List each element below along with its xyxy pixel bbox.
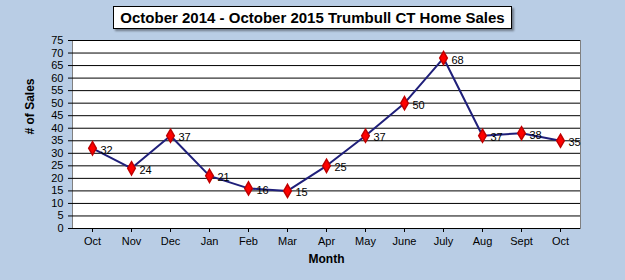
svg-text:June: June [393, 235, 417, 247]
svg-text:30: 30 [51, 147, 63, 159]
svg-text:38: 38 [530, 129, 542, 141]
svg-text:65: 65 [51, 59, 63, 71]
svg-text:60: 60 [51, 72, 63, 84]
svg-text:75: 75 [51, 34, 63, 46]
svg-text:Month: Month [309, 252, 345, 266]
svg-text:Mar: Mar [278, 235, 297, 247]
svg-text:37: 37 [179, 131, 191, 143]
svg-text:50: 50 [413, 99, 425, 111]
svg-text:Aug: Aug [473, 235, 493, 247]
svg-text:15: 15 [51, 184, 63, 196]
svg-text:68: 68 [452, 54, 464, 66]
svg-text:5: 5 [57, 209, 63, 221]
svg-text:Apr: Apr [318, 235, 335, 247]
svg-text:Nov: Nov [122, 235, 142, 247]
svg-text:Oct: Oct [552, 235, 569, 247]
svg-text:0: 0 [57, 222, 63, 234]
svg-text:20: 20 [51, 172, 63, 184]
svg-text:Oct: Oct [84, 235, 101, 247]
svg-text:24: 24 [140, 164, 152, 176]
svg-text:50: 50 [51, 97, 63, 109]
svg-text:# of Sales: # of Sales [23, 78, 37, 134]
svg-text:32: 32 [101, 144, 113, 156]
svg-text:35: 35 [51, 134, 63, 146]
svg-text:Feb: Feb [239, 235, 258, 247]
svg-text:Jan: Jan [201, 235, 219, 247]
svg-text:21: 21 [218, 171, 230, 183]
svg-text:40: 40 [51, 122, 63, 134]
html-text:October 2014 - October 2015 Tr: October 2014 - October 2015 Trumbull CT … [120, 9, 505, 26]
svg-text:15: 15 [296, 186, 308, 198]
svg-text:10: 10 [51, 197, 63, 209]
svg-text:37: 37 [491, 131, 503, 143]
svg-text:Dec: Dec [161, 235, 181, 247]
svg-text:37: 37 [374, 131, 386, 143]
svg-text:July: July [434, 235, 454, 247]
svg-text:Sept: Sept [510, 235, 533, 247]
svg-text:25: 25 [51, 159, 63, 171]
svg-text:25: 25 [335, 161, 347, 173]
svg-text:45: 45 [51, 109, 63, 121]
svg-text:16: 16 [257, 184, 269, 196]
svg-text:70: 70 [51, 47, 63, 59]
svg-text:55: 55 [51, 84, 63, 96]
svg-text:35: 35 [569, 136, 581, 148]
svg-text:May: May [355, 235, 376, 247]
